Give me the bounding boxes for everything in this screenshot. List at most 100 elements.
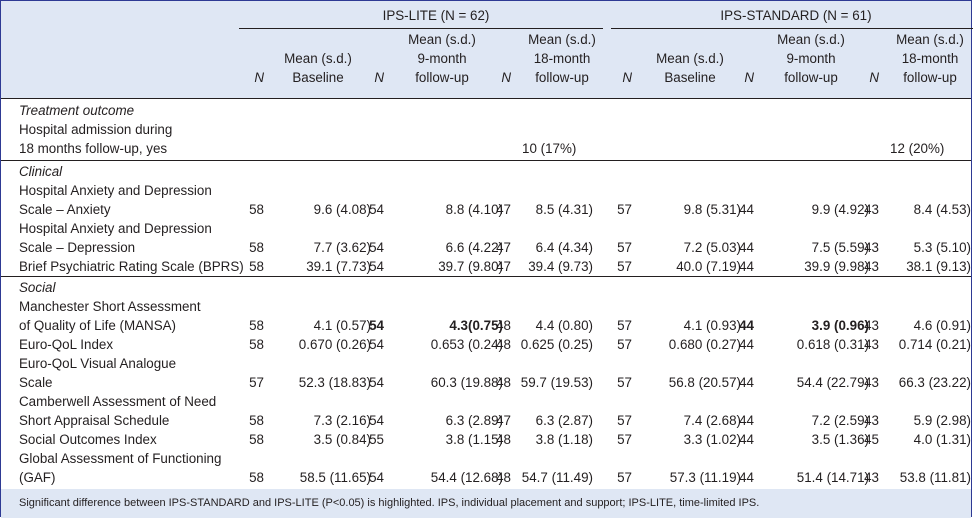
table-cell: 58 [249, 318, 264, 333]
table-cell: 43 [864, 375, 879, 390]
row-label: Camberwell Assessment of Need [19, 394, 217, 409]
col-header-m18-line: 18-month [901, 51, 959, 66]
table-cell: 48 [496, 470, 511, 485]
group-header-ips-lite-label: IPS-LITE (N = 62) [382, 8, 490, 23]
row-label: Global Assessment of Functioning [19, 451, 222, 466]
col-header-n: N [254, 70, 264, 85]
table-cell: 8.5 (4.31) [535, 202, 593, 217]
table-cell: 57 [617, 202, 632, 217]
table-cell: 0.670 (0.26) [298, 337, 371, 352]
table-cell: 57 [617, 259, 632, 274]
table-cell: 8.4 (4.53) [913, 202, 971, 217]
table-cell: 3.8 (1.15) [445, 432, 503, 447]
table-cell: 7.4 (2.68) [683, 413, 741, 428]
table-cell: 58 [249, 259, 264, 274]
group-underline-lite [239, 28, 603, 29]
row-label: Scale [19, 375, 53, 390]
table-cell: 58 [249, 432, 264, 447]
table-cell: 0.714 (0.21) [898, 337, 971, 352]
table-cell: 57 [617, 432, 632, 447]
table-cell: 66.3 (23.22) [898, 375, 971, 390]
col-header-m9-line: 9-month [786, 51, 836, 66]
col-header-baseline-line: Mean (s.d.) [656, 51, 724, 66]
table-cell: 44 [739, 470, 754, 485]
section-title: Clinical [19, 164, 63, 179]
table-cell: 39.4 (9.73) [528, 259, 593, 274]
row-label: 18 months follow-up, yes [19, 141, 168, 156]
table-cell: 57 [617, 470, 632, 485]
table-cell: 6.3 (2.89) [445, 413, 503, 428]
col-header-n: N [869, 70, 879, 85]
table-cell: 8.8 (4.10) [445, 202, 503, 217]
row-label: of Quality of Life (MANSA) [19, 318, 177, 333]
table-cell: 3.5 (0.84) [313, 432, 371, 447]
table-cell: 54.4 (22.79) [796, 375, 869, 390]
table-cell: 4.1 (0.93) [683, 318, 741, 333]
table-cell: 4.1 (0.57) [313, 318, 371, 333]
table-cell: 6.3 (2.87) [535, 413, 593, 428]
table-cell: 0.680 (0.27) [668, 337, 741, 352]
table-cell: 10 (17%) [522, 141, 577, 156]
table-cell: 9.9 (4.92) [811, 202, 869, 217]
section-title: Treatment outcome [19, 103, 135, 118]
table-cell: 47 [496, 413, 511, 428]
table-cell: 0.618 (0.31) [796, 337, 869, 352]
table-cell: 6.6 (4.22) [445, 240, 503, 255]
table-cell: 47 [496, 202, 511, 217]
table-cell: 54 [369, 413, 384, 428]
table-cell: 44 [739, 337, 754, 352]
table-cell: 4.0 (1.31) [913, 432, 971, 447]
table-cell: 48 [496, 318, 511, 333]
col-header-m9-line: Mean (s.d.) [777, 32, 845, 47]
section-rule-clinical [1, 160, 971, 161]
table-cell: 54 [369, 202, 384, 217]
col-header-n: N [622, 70, 632, 85]
table-cell: 55 [369, 432, 384, 447]
row-label: Social Outcomes Index [19, 432, 157, 447]
table-cell: 6.4 (4.34) [535, 240, 593, 255]
table-cell: 9.6 (4.08) [313, 202, 371, 217]
row-label: Scale – Anxiety [19, 202, 111, 217]
table-header [1, 1, 971, 98]
table-cell: 58 [249, 337, 264, 352]
table-cell: 0.625 (0.25) [520, 337, 593, 352]
table-cell: 47 [496, 259, 511, 274]
table-cell: 47 [496, 240, 511, 255]
group-header-ips-standard-label: IPS-STANDARD (N = 61) [720, 8, 872, 23]
table-cell: 44 [739, 375, 754, 390]
table-cell: 56.8 (20.57) [668, 375, 741, 390]
table-cell: 7.2 (2.59) [811, 413, 869, 428]
table-cell: 54 [369, 318, 384, 333]
table-cell: 60.3 (19.88) [430, 375, 503, 390]
col-header-n: N [501, 70, 511, 85]
group-underline-standard [611, 28, 973, 29]
section-title: Social [19, 280, 56, 295]
table-cell: 53.8 (11.81) [899, 470, 971, 485]
table-cell: 43 [864, 337, 879, 352]
table-cell: 43 [864, 259, 879, 274]
table-cell: 3.3 (1.02) [683, 432, 741, 447]
header-rule [1, 98, 971, 99]
table-cell: 54 [369, 259, 384, 274]
footnote: Significant difference between IPS-STAND… [19, 497, 760, 509]
table-cell: 4.6 (0.91) [913, 318, 971, 333]
table-cell: 57 [249, 375, 264, 390]
row-label: (GAF) [19, 470, 56, 485]
table-cell: 44 [739, 202, 754, 217]
table-cell: 54 [369, 375, 384, 390]
row-label: Hospital Anxiety and Depression [19, 221, 212, 236]
table-cell: 3.8 (1.18) [535, 432, 593, 447]
table-cell: 4.4 (0.80) [535, 318, 593, 333]
table-cell: 51.4 (14.71) [796, 470, 869, 485]
table-cell: 57.3 (11.19) [669, 470, 741, 485]
table-cell: 54 [369, 240, 384, 255]
table-cell: 43 [864, 470, 879, 485]
table-cell: 52.3 (18.83) [298, 375, 371, 390]
table-cell: 44 [739, 318, 754, 333]
table-cell: 9.8 (5.31) [683, 202, 741, 217]
table-cell: 12 (20%) [890, 141, 945, 156]
row-label: Scale – Depression [19, 240, 136, 255]
table-cell: 57 [617, 337, 632, 352]
col-header-m9-line: follow-up [784, 70, 838, 85]
col-header-m9-line: 9-month [417, 51, 467, 66]
